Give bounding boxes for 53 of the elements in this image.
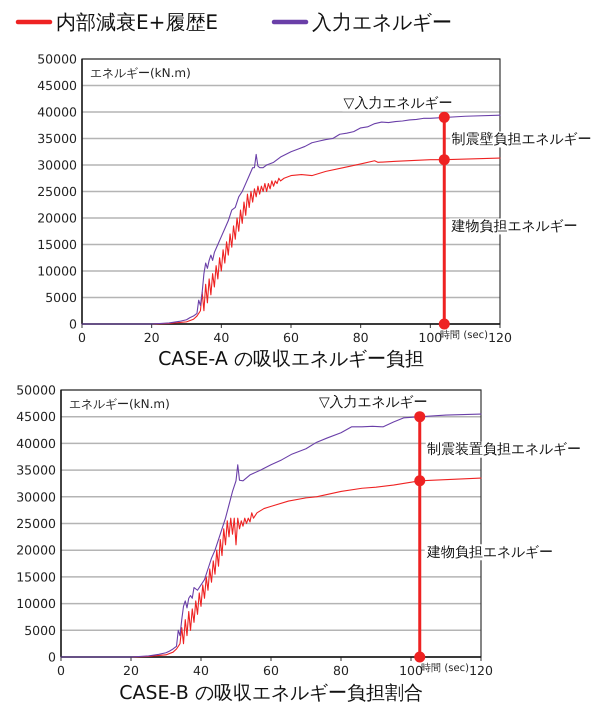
y-tick-label: 25000 (37, 184, 78, 199)
y-axis-title: エネルギー(kN.m) (90, 66, 191, 80)
annotation: ▽入力エネルギー (318, 394, 428, 411)
x-axis-title: 時間 (sec) (440, 329, 488, 341)
legend-label: 内部減衰E+履歴E (56, 10, 218, 34)
y-tick-label: 40000 (16, 436, 56, 451)
x-tick-label: 100 (399, 663, 423, 678)
y-tick-label: 5000 (24, 622, 56, 638)
y-tick-label: 10000 (37, 264, 78, 278)
y-tick-label: 25000 (16, 516, 56, 531)
y-tick-label: 0 (69, 316, 78, 332)
annotation: 制震装置負担エネルギー (426, 442, 581, 458)
y-tick-label: 30000 (37, 158, 78, 172)
y-tick-label: 0 (48, 650, 56, 664)
point (438, 112, 450, 123)
annotation: ▽入力エネルギー (343, 95, 452, 112)
x-tick-label: 60 (283, 330, 299, 345)
y-tick-label: 50000 (37, 52, 78, 66)
x-tick-label: 20 (123, 663, 139, 678)
x-tick-label: 120 (488, 330, 512, 345)
y-tick-label: 15000 (16, 569, 56, 584)
point (438, 154, 450, 166)
y-tick-label: 50000 (16, 382, 56, 398)
annotation: 建物負担エネルギー (450, 218, 578, 234)
point (414, 652, 426, 662)
point (414, 475, 426, 486)
annotation: 建物負担エネルギー (426, 544, 553, 560)
y-tick-label: 20000 (37, 210, 78, 226)
x-tick-label: 20 (144, 330, 160, 345)
y-tick-label: 45000 (37, 78, 78, 93)
y-tick-label: 5000 (45, 290, 78, 305)
y-axis-title: エネルギー(kN.m) (69, 397, 170, 411)
x-axis-title: 時間 (sec) (421, 662, 470, 674)
legend-label: 入力エネルギー (312, 10, 452, 34)
y-tick-label: 35000 (16, 462, 56, 478)
text: CASE-A の吸収エネルギー負担 (158, 348, 424, 370)
y-tick-label: 35000 (37, 131, 78, 146)
y-tick-label: 30000 (16, 489, 56, 504)
y-tick-label: 20000 (16, 542, 56, 558)
x-tick-label: 60 (263, 663, 279, 678)
x-tick-label: 120 (469, 663, 493, 678)
y-tick-label: 10000 (16, 596, 56, 612)
point (438, 318, 450, 330)
x-tick-label: 80 (333, 663, 349, 678)
text: CASE-B の吸収エネルギー負担割合 (119, 682, 423, 704)
x-tick-label: 40 (213, 330, 230, 345)
y-tick-label: 15000 (37, 237, 78, 252)
x-tick-label: 80 (352, 330, 369, 345)
point (414, 411, 426, 422)
annotation: 制震壁負担エネルギー (451, 132, 592, 148)
y-tick-label: 40000 (37, 104, 78, 120)
x-tick-label: 40 (193, 663, 209, 678)
y-tick-label: 45000 (16, 409, 56, 424)
